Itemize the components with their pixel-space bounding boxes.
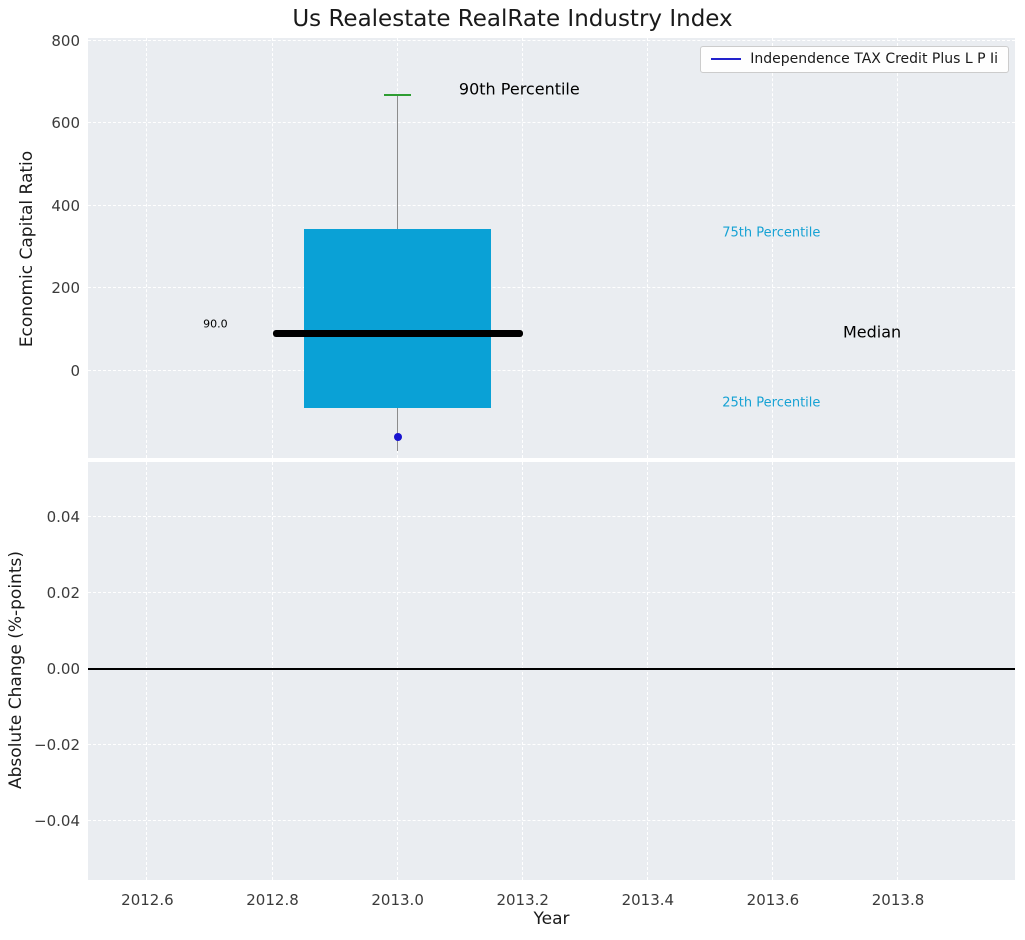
x-tick-label: 2013.4: [621, 891, 675, 909]
y-tick-label: 600: [51, 114, 80, 133]
x-tick-label: 2013.6: [746, 891, 800, 909]
x-tick-label: 2013.2: [496, 891, 549, 909]
top-y-axis-label: Economic Capital Ratio: [17, 150, 37, 348]
gridline-y: [88, 820, 1015, 822]
gridline-x: [646, 462, 648, 880]
whisker-cap-top: [384, 94, 411, 97]
x-tick-label: 2012.8: [246, 891, 299, 909]
gridline-y: [88, 516, 1015, 518]
x-tick-label: 2013.8: [871, 891, 925, 909]
gridline-y: [88, 369, 1015, 371]
gridline-x: [396, 462, 398, 880]
y-tick-label: −0.02: [34, 736, 80, 755]
gridline-y: [88, 592, 1015, 594]
gridline-y: [88, 204, 1015, 206]
gridline-x: [771, 462, 773, 880]
y-tick-label: 0: [70, 361, 80, 380]
legend-label: Independence TAX Credit Plus L P Ii: [750, 51, 998, 67]
gridline-x: [146, 38, 148, 458]
outlier-dot: [393, 432, 402, 441]
gridline-x: [271, 38, 273, 458]
legend: Independence TAX Credit Plus L P Ii: [700, 46, 1009, 73]
gridline-x: [897, 38, 899, 458]
y-tick-label: 200: [51, 279, 80, 298]
annotation-median: Median: [842, 322, 902, 342]
legend-line-sample-icon: [711, 58, 742, 60]
annotation-90th-percentile: 90th Percentile: [458, 79, 580, 99]
median-line: [272, 330, 523, 338]
gridline-x: [521, 38, 523, 458]
annotation-90-0: 90.0: [203, 317, 228, 331]
y-tick-label: 0.02: [46, 584, 80, 603]
x-axis-label: Year: [533, 909, 570, 929]
y-tick-label: 800: [51, 31, 80, 50]
gridline-x: [771, 38, 773, 458]
top-axes-background: [88, 38, 1015, 458]
bottom-axes-background: [88, 462, 1015, 880]
gridline-x: [646, 38, 648, 458]
y-tick-label: −0.04: [34, 812, 80, 831]
gridline-y: [88, 122, 1015, 124]
zero-line: [88, 668, 1015, 670]
gridline-x: [146, 462, 148, 880]
gridline-x: [521, 462, 523, 880]
annotation-75th-percentile: 75th Percentile: [722, 225, 821, 241]
gridline-y: [88, 39, 1015, 41]
x-tick-label: 2013.0: [371, 891, 424, 909]
x-tick-label: 2012.6: [121, 891, 174, 909]
y-tick-label: 0.04: [46, 508, 80, 527]
y-tick-label: 0.00: [46, 660, 80, 679]
gridline-y: [88, 287, 1015, 289]
y-tick-label: 400: [51, 196, 80, 215]
chart-title: Us Realestate RealRate Industry Index: [292, 6, 733, 32]
gridline-x: [271, 462, 273, 880]
gridline-x: [897, 462, 899, 880]
box-rect: [303, 228, 492, 409]
gridline-y: [88, 744, 1015, 746]
annotation-25th-percentile: 25th Percentile: [722, 395, 821, 411]
